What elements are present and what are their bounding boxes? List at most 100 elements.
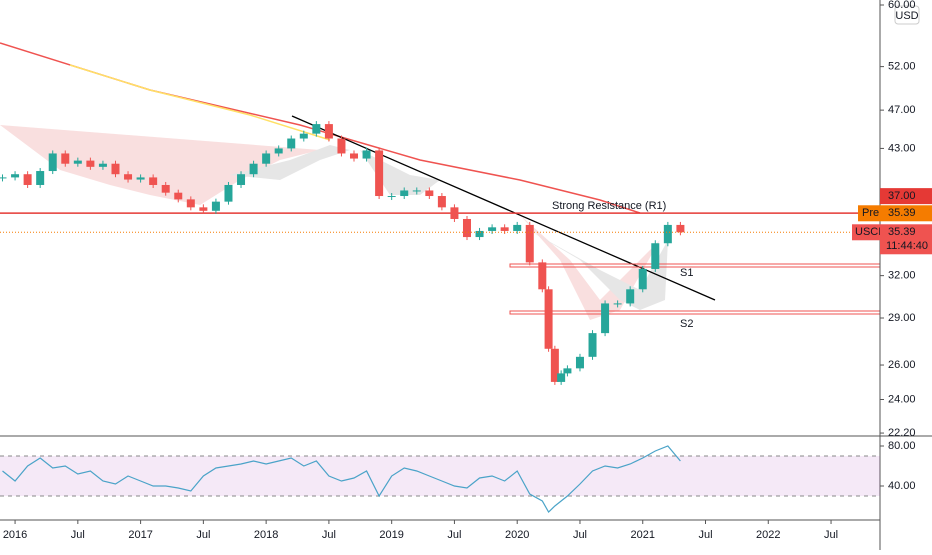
last-price-tag-label: 35.39 xyxy=(888,226,916,238)
y-tick-label: 22.20 xyxy=(888,427,916,439)
x-tick-label: Jul xyxy=(698,529,712,541)
candle xyxy=(73,160,82,164)
candle xyxy=(663,224,672,244)
candle xyxy=(211,201,220,211)
candle xyxy=(324,124,333,139)
candle xyxy=(350,153,359,159)
candle xyxy=(262,153,271,164)
candle xyxy=(557,373,566,382)
candle xyxy=(375,150,384,197)
x-tick-label: Jul xyxy=(824,529,838,541)
x-tick-label: 2022 xyxy=(756,529,780,541)
candle xyxy=(638,268,647,290)
candle xyxy=(36,171,45,185)
x-tick-label: 2016 xyxy=(3,529,27,541)
y-tick-label: 32.00 xyxy=(888,270,916,282)
currency-box[interactable] xyxy=(894,5,920,25)
resistance-tag xyxy=(880,188,932,205)
candle xyxy=(613,303,622,305)
x-tick-label: Jul xyxy=(322,529,336,541)
x-tick-label: Jul xyxy=(573,529,587,541)
candle xyxy=(23,174,32,185)
y-tick-label: 24.00 xyxy=(888,393,916,405)
candle xyxy=(651,243,660,269)
last-price-tag-bg xyxy=(880,224,932,255)
candle xyxy=(544,289,553,349)
candle xyxy=(98,163,107,167)
candle xyxy=(111,163,120,175)
x-tick-label: Jul xyxy=(196,529,210,541)
rsi-y-tick-label: 80.00 xyxy=(888,440,916,452)
pre-tag-label: 35.39 xyxy=(888,207,916,219)
x-tick-label: 2017 xyxy=(128,529,152,541)
candle xyxy=(538,262,547,290)
candle xyxy=(48,153,57,172)
candle xyxy=(224,184,233,202)
support-label: S1 xyxy=(680,267,693,279)
candle xyxy=(86,160,95,167)
candle xyxy=(563,368,572,374)
candle xyxy=(626,289,635,304)
candle xyxy=(186,199,195,208)
symbol-tag-name: USCI xyxy=(855,226,881,238)
candle xyxy=(199,207,208,211)
x-tick-label: 2021 xyxy=(630,529,654,541)
cloud xyxy=(230,145,350,180)
candle xyxy=(362,150,371,159)
candle xyxy=(11,174,20,178)
symbol-tag-bg xyxy=(852,224,880,241)
candle xyxy=(337,138,346,154)
countdown: 11:44:40 xyxy=(886,240,928,252)
pre-tag-name-bg xyxy=(858,205,880,222)
candle xyxy=(287,138,296,149)
pre-tag-bg xyxy=(880,205,932,222)
candle xyxy=(575,356,584,369)
y-tick-label: 52.00 xyxy=(888,61,916,73)
candle xyxy=(601,303,610,334)
candle xyxy=(174,192,183,200)
candle xyxy=(249,163,258,175)
y-tick-label: 29.00 xyxy=(888,312,916,324)
candle xyxy=(488,227,497,231)
candle xyxy=(387,196,396,198)
y-tick-label: 47.00 xyxy=(888,104,916,116)
y-tick-label: 26.00 xyxy=(888,359,916,371)
candle xyxy=(237,174,246,185)
candle xyxy=(513,224,522,231)
candle xyxy=(400,190,409,197)
candle xyxy=(274,148,283,154)
candle xyxy=(136,177,145,180)
rsi-y-tick-label: 40.00 xyxy=(888,480,916,492)
candle xyxy=(299,133,308,139)
rsi-line xyxy=(2,445,681,513)
candle xyxy=(437,196,446,208)
candle xyxy=(462,218,471,238)
candle xyxy=(149,177,158,185)
rsi-band xyxy=(0,456,880,496)
support-label: S2 xyxy=(680,318,693,330)
y-tick-label: 43.00 xyxy=(888,142,916,154)
resistance-tag-label: 37.00 xyxy=(888,190,916,202)
candle xyxy=(525,224,534,263)
candle xyxy=(312,124,321,134)
candle xyxy=(124,174,133,180)
x-tick-label: 2020 xyxy=(505,529,529,541)
candle xyxy=(588,333,597,357)
candle xyxy=(0,177,7,179)
moving-average-highlight xyxy=(69,64,331,141)
candle xyxy=(61,153,70,164)
x-tick-label: 2018 xyxy=(254,529,278,541)
cloud xyxy=(0,125,320,205)
pre-tag-name: Pre xyxy=(862,207,879,219)
candle xyxy=(412,190,421,192)
x-tick-label: Jul xyxy=(447,529,461,541)
candle xyxy=(425,190,434,197)
currency: USD xyxy=(895,10,918,22)
candle xyxy=(450,207,459,219)
y-tick-label: 60.00 xyxy=(888,0,916,11)
candle xyxy=(676,224,685,233)
resistance-label: Strong Resistance (R1) xyxy=(552,200,666,212)
candle xyxy=(500,227,509,231)
candle xyxy=(550,348,559,382)
